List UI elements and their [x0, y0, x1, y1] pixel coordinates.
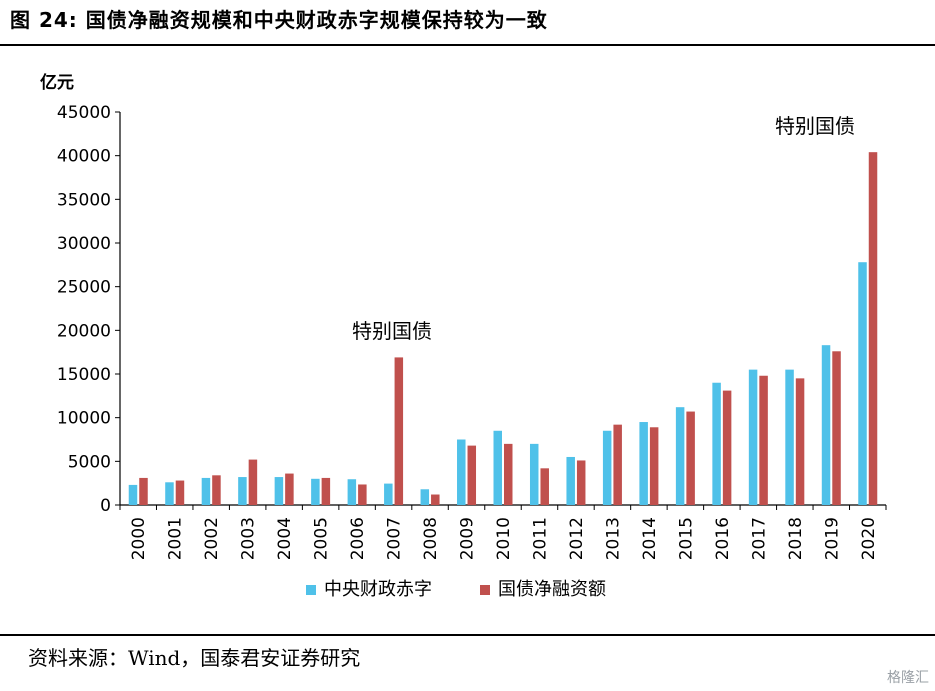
bar-bond-financing: [686, 411, 695, 505]
bar-deficit: [748, 369, 758, 505]
bar-deficit: [602, 430, 612, 505]
x-tick-label: 2004: [275, 517, 295, 560]
y-tick-label: 20000: [57, 321, 111, 341]
bar-deficit: [566, 456, 575, 505]
y-tick-label: 35000: [57, 190, 111, 210]
bar-bond-financing: [358, 484, 367, 505]
bar-bond-financing: [248, 459, 258, 505]
bar-bond-financing: [175, 480, 185, 505]
bar-bond-financing: [285, 473, 294, 505]
x-tick-label: 2016: [713, 517, 733, 560]
bar-bond-financing: [649, 427, 659, 505]
bar-deficit: [201, 477, 211, 505]
bar-deficit: [384, 483, 393, 505]
bar-deficit: [785, 369, 794, 505]
y-tick-label: 5000: [68, 452, 111, 472]
bar-deficit: [274, 477, 284, 505]
footer-divider: [0, 634, 935, 636]
bar-bond-financing: [540, 468, 549, 505]
bar-deficit: [128, 484, 138, 505]
x-tick-label: 2014: [640, 517, 660, 560]
bar-deficit: [238, 477, 247, 505]
bar-deficit: [311, 478, 320, 505]
bar-deficit: [675, 407, 685, 505]
x-tick-label: 2009: [458, 517, 478, 560]
bar-bond-financing: [504, 443, 513, 505]
y-tick-label: 10000: [57, 409, 111, 429]
title-divider: [0, 44, 935, 46]
legend-swatch: [306, 585, 316, 595]
watermark: 格隆汇: [887, 670, 929, 686]
bar-bond-financing: [722, 390, 732, 505]
source-note: 资料来源：Wind，国泰君安证券研究: [28, 646, 361, 670]
y-axis-unit-label: 亿元: [40, 72, 74, 93]
legend: 中央财政赤字 国债净融资额: [306, 579, 606, 600]
bar-deficit: [493, 430, 502, 505]
bar-bond-financing: [321, 477, 331, 505]
x-tick-label: 2007: [385, 517, 405, 560]
bar-deficit: [347, 479, 357, 505]
bar-chart: 亿元 0 5000 10000 15000 20000 25000 30000 35000 40…: [40, 72, 887, 600]
bar-deficit: [529, 443, 539, 505]
y-tick-label: 15000: [57, 365, 111, 385]
bar-bond-financing: [467, 445, 477, 505]
x-tick-label: 2010: [494, 517, 514, 560]
legend-swatch: [480, 585, 490, 595]
y-tick-label: 25000: [57, 278, 111, 298]
y-tick-label: 0: [100, 496, 111, 516]
bar-bond-financing: [394, 357, 404, 505]
bar-bond-financing: [795, 378, 805, 505]
bar-bond-financing: [613, 424, 622, 505]
x-tick-label: 2018: [786, 517, 806, 560]
bar-bond-financing: [139, 477, 148, 505]
bar-bond-financing: [868, 152, 878, 505]
bar-bond-financing: [212, 475, 221, 505]
bar-deficit: [457, 439, 466, 505]
bar-deficit: [821, 345, 831, 505]
annotation-label: 特别国债: [352, 319, 432, 343]
bar-deficit: [858, 262, 867, 505]
x-tick-label: 2017: [749, 517, 769, 560]
x-tick-label: 2013: [603, 517, 623, 560]
bar-bond-financing: [832, 351, 841, 505]
bar-bond-financing: [759, 375, 768, 505]
x-tick-label: 2006: [348, 517, 368, 560]
x-tick-label: 2005: [312, 517, 332, 560]
x-tick-label: 2002: [202, 517, 222, 560]
bar-bond-financing: [576, 460, 586, 505]
x-tick-label: 2019: [822, 517, 842, 560]
x-tick-label: 2020: [859, 517, 879, 560]
x-tick-label: 2015: [676, 517, 696, 560]
bars: [128, 152, 878, 505]
chart-title: 图 24: 国债净融资规模和中央财政赤字规模保持较为一致: [10, 8, 548, 32]
bar-deficit: [420, 489, 430, 505]
x-tick-label: 2011: [530, 517, 550, 560]
annotation-label: 特别国债: [775, 114, 855, 138]
x-tick-label: 2001: [166, 517, 186, 560]
y-tick-label: 40000: [57, 147, 111, 167]
x-tick-label: 2003: [239, 517, 259, 560]
x-tick-label: 2000: [129, 517, 149, 560]
y-tick-label: 45000: [57, 103, 111, 123]
x-tick-label: 2012: [567, 517, 587, 560]
x-tick-label: 2008: [421, 517, 441, 560]
y-tick-label: 30000: [57, 234, 111, 254]
legend-label: 中央财政赤字: [324, 579, 432, 600]
bar-deficit: [165, 482, 174, 505]
axes: 0 5000 10000 15000 20000 25000 30000 35000 40000…: [57, 103, 887, 560]
legend-label: 国债净融资额: [498, 579, 606, 600]
bar-bond-financing: [431, 494, 440, 505]
bar-deficit: [712, 382, 721, 505]
bar-deficit: [639, 422, 648, 505]
